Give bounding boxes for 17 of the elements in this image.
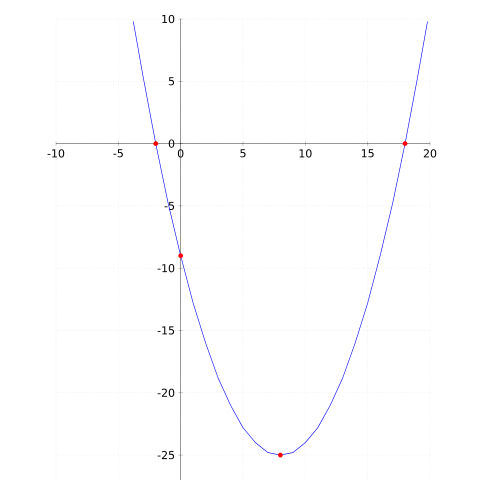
y-tick-label: 5: [168, 77, 174, 86]
y-tick-label: -20: [158, 388, 174, 397]
x-tick-label: 20: [424, 149, 436, 158]
x-tick-label: 5: [240, 149, 246, 158]
x-tick-label: -5: [113, 149, 123, 158]
point: [153, 141, 158, 146]
point: [402, 141, 408, 146]
y-tick-label: 10: [162, 14, 174, 24]
y-tick-label: -25: [158, 450, 174, 460]
y-tick-label: 0: [168, 139, 174, 148]
y-tick-label: -15: [158, 326, 174, 335]
point: [178, 253, 184, 258]
x-tick-label: 10: [300, 149, 312, 158]
point: [278, 452, 283, 458]
x-tick-label: 15: [362, 149, 374, 158]
x-tick-label: -10: [48, 149, 64, 158]
y-tick-label: -10: [158, 264, 174, 272]
